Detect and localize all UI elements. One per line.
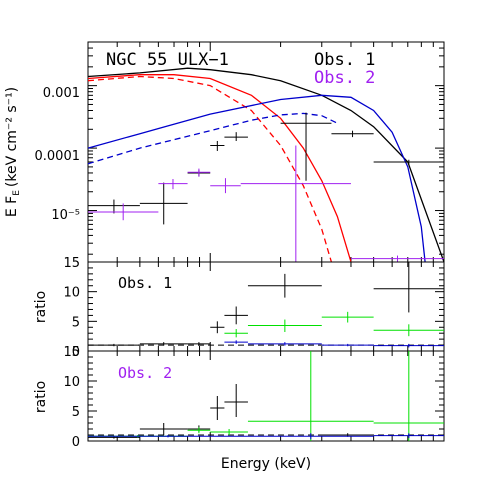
model-curve-total — [87, 67, 445, 263]
y-tick-label: 0.0001 — [35, 149, 81, 164]
model-curve-soft — [87, 74, 352, 263]
panel-label-obs1: Obs. 1 — [118, 274, 172, 292]
y-tick-label: 5 — [72, 315, 80, 330]
ratio-obs2-ticks: 0 5 10 15 — [63, 345, 445, 450]
y-tick-label: 15 — [63, 256, 80, 271]
y-tick-label: 10 — [63, 286, 80, 301]
model-curve-soft-obs2 — [87, 75, 333, 263]
chart-title: NGC 55 ULX−1 — [106, 50, 229, 70]
x-axis-label: Energy (keV) — [221, 456, 311, 472]
legend-obs1: Obs. 1 — [314, 50, 375, 70]
data-points — [88, 112, 444, 262]
panel-label-obs2: Obs. 2 — [118, 364, 172, 382]
y-tick-label: 5 — [72, 405, 80, 420]
ratio-obs2-frame — [87, 350, 445, 442]
ratio-obs2-points — [88, 351, 444, 441]
model-curve-hard-obs2 — [87, 112, 338, 165]
y-axis-label: ratio — [33, 381, 49, 413]
y-tick-label: 10⁻⁵ — [51, 208, 80, 223]
y-axis-label: ratio — [33, 291, 49, 323]
y-tick-label: 0.001 — [43, 86, 80, 101]
model-curve-hard — [87, 94, 426, 263]
ratio-panel-obs2: 0 5 10 15 Obs. 2 ratio Energy (keV) — [33, 345, 445, 472]
y-axis-label-sub: E — [12, 190, 22, 196]
ratio-obs1-points — [88, 262, 444, 348]
y-tick-label: 10 — [63, 375, 80, 390]
y-tick-label: 15 — [63, 345, 80, 360]
spectrum-panel: 0.001 0.0001 10⁻⁵ NGC 55 ULX−1 Obs. 1 Ob… — [4, 41, 445, 263]
y-tick-label: 0 — [72, 345, 80, 360]
spectrum-ticks — [87, 41, 445, 262]
model-curves — [87, 67, 445, 263]
ratio-panel-obs1: 0 5 10 15 Obs. 1 ratio — [33, 256, 445, 360]
y-axis-label-main: E F — [4, 196, 20, 217]
y-axis-label: E FE (keV cm⁻² s⁻¹) — [4, 87, 22, 217]
y-tick-label: 0 — [72, 435, 80, 450]
y-axis-label-unit: (keV cm⁻² s⁻¹) — [4, 87, 20, 187]
ratio-obs1-ticks: 0 5 10 15 — [63, 256, 445, 360]
legend-obs2: Obs. 2 — [314, 68, 375, 88]
